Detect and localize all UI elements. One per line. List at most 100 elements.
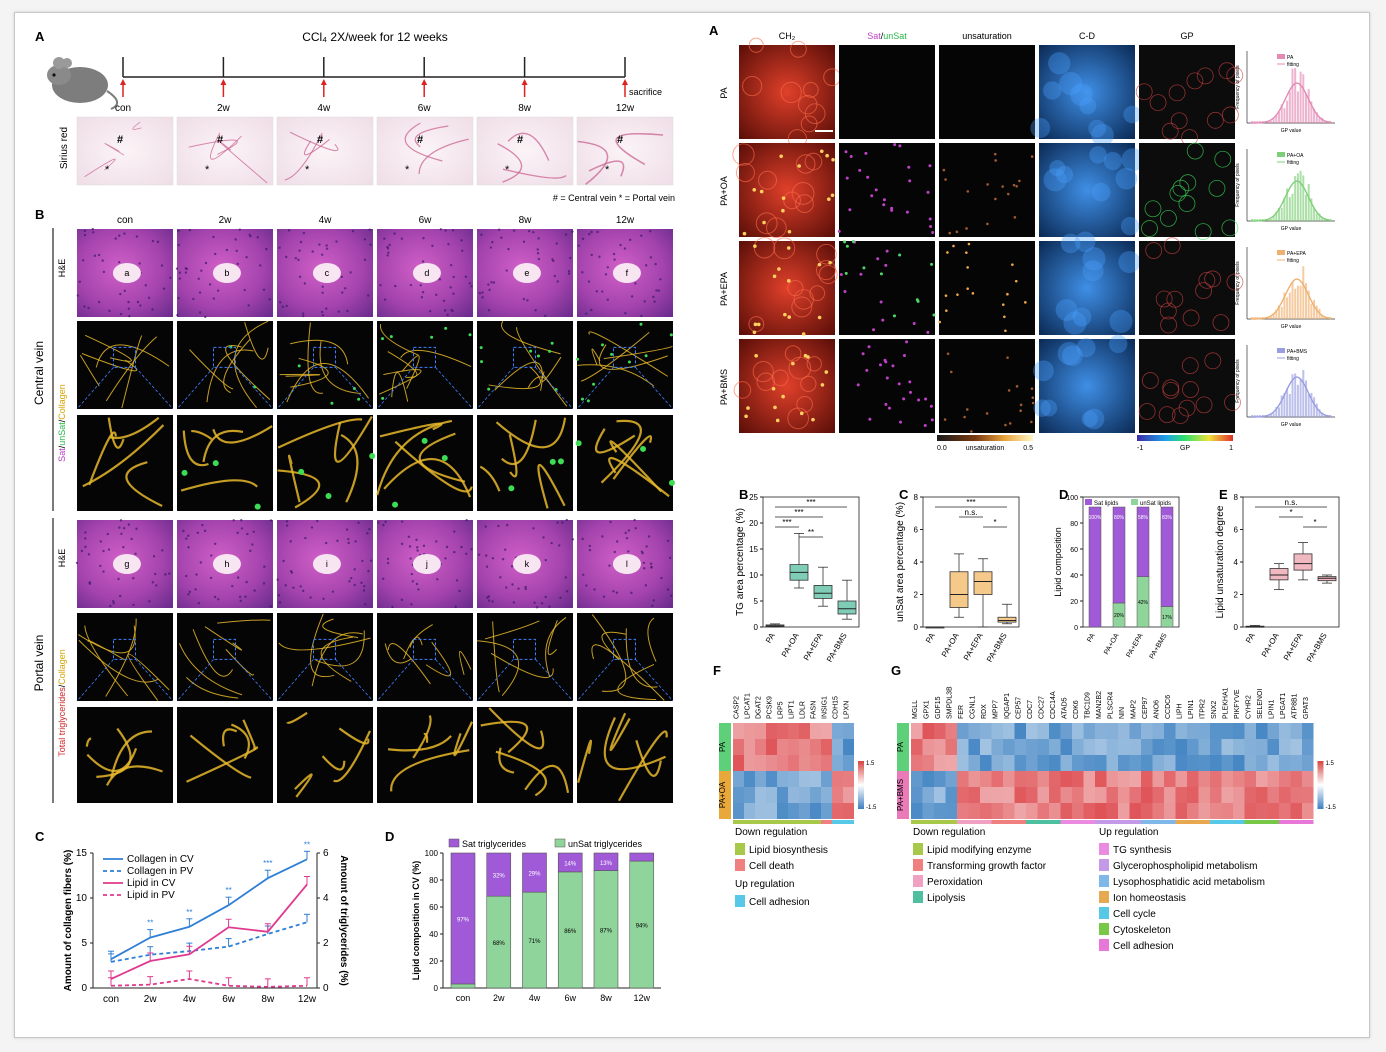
nucleus-dot	[452, 292, 455, 295]
nucleus-dot	[565, 518, 569, 522]
lipid-spot	[908, 390, 912, 394]
heat-cell	[1152, 771, 1164, 787]
heat-cell	[832, 803, 843, 819]
lipid-droplet	[799, 411, 804, 416]
hist-bar	[1288, 292, 1291, 319]
group-label: PA+BMS	[896, 779, 905, 811]
collagen-fiber	[501, 320, 561, 355]
heat-cell	[733, 755, 744, 771]
nucleus-dot	[134, 552, 137, 556]
y-tick-label: 5	[81, 938, 87, 949]
nucleus-dot	[387, 251, 390, 254]
cd-cell	[1121, 148, 1145, 172]
nucleus-dot	[643, 300, 646, 303]
collagen-fiber	[603, 717, 666, 771]
x-tick-label: PA+OA	[1103, 632, 1121, 656]
nucleus-dot	[504, 548, 507, 551]
scale-max: 1.5	[1326, 761, 1335, 767]
lipid-spot	[931, 231, 935, 235]
lipid-spot	[890, 206, 894, 210]
heat-cell	[799, 755, 810, 771]
nucleus-dot	[590, 308, 593, 312]
nucleus-dot	[595, 290, 598, 293]
nucleus-dot	[118, 594, 122, 598]
cell-outline	[795, 154, 816, 174]
heat-cell	[1221, 723, 1233, 739]
hist-bar	[1275, 406, 1278, 417]
panel-label: G	[891, 663, 901, 678]
unsat-droplet	[550, 341, 554, 345]
nucleus-dot	[321, 285, 324, 288]
collagen-fiber	[106, 765, 163, 786]
gp-cell	[1218, 62, 1236, 80]
hist-bar	[1283, 393, 1286, 417]
timepoint-label: 8w	[518, 103, 532, 114]
ch2-image	[739, 45, 835, 139]
nucleus-dot	[411, 580, 415, 583]
cd-image	[1039, 45, 1135, 139]
lipid-droplet	[781, 208, 785, 213]
collagen-septum	[132, 121, 142, 130]
nucleus-dot	[349, 271, 352, 274]
hist-bar	[1291, 68, 1294, 123]
lipid-droplet	[752, 188, 757, 192]
cd-cell	[1079, 97, 1097, 115]
unsaturation-spot	[1019, 409, 1022, 413]
legend-swatch	[913, 891, 923, 903]
legend-swatch-unsat	[554, 838, 566, 848]
heat-cell	[843, 787, 854, 803]
unsat-scale-min: 0.0	[937, 445, 947, 452]
nucleus-dot	[458, 589, 461, 593]
x-tick-label: 6w	[564, 993, 576, 1003]
box	[813, 585, 833, 599]
lipid-spot	[859, 272, 863, 276]
fluorescence-image	[377, 321, 473, 409]
y-axis-title: TG area percentage (%)	[735, 508, 746, 616]
y-tick-label: 40	[1070, 573, 1078, 580]
nucleus-dot	[422, 236, 425, 240]
hist-bar	[1310, 392, 1313, 417]
nucleus-dot	[225, 248, 229, 252]
timepoint-label: con	[115, 103, 131, 114]
y-tick-label: 60	[429, 903, 438, 912]
unsaturation-spot	[948, 231, 952, 235]
sat-bar	[450, 852, 476, 985]
nucleus-dot	[325, 307, 328, 310]
gene-label: CDK6	[1073, 700, 1080, 719]
hist-bar	[1253, 219, 1256, 221]
ch2-image	[739, 241, 835, 335]
nucleus-dot	[311, 250, 314, 253]
nucleus-dot	[325, 247, 329, 250]
gp-cell	[1214, 150, 1232, 168]
central-vein-marker: #	[117, 134, 123, 146]
unsat-bar	[629, 860, 655, 989]
heat-cell	[1095, 771, 1107, 787]
gp-colorbar	[1137, 435, 1233, 441]
heat-cell	[766, 771, 777, 787]
heat-cell	[957, 771, 969, 787]
nucleus-dot	[640, 314, 643, 318]
collagen-fiber	[178, 643, 243, 696]
hist-fit-curve	[1251, 180, 1332, 222]
nucleus-dot	[640, 234, 643, 237]
nucleus-dot	[117, 577, 120, 581]
nucleus-dot	[565, 590, 569, 593]
vein-lumen	[612, 263, 641, 283]
unsat-droplet	[479, 346, 483, 350]
lipid-spot	[874, 188, 878, 192]
hist-bar	[1313, 397, 1316, 417]
collagen-fiber	[545, 616, 567, 677]
legend-item: Cell adhesion	[1113, 941, 1174, 952]
hist-legend-label: PA+OA	[1287, 153, 1304, 159]
heat-cell	[922, 755, 934, 771]
sat-unsat-image	[839, 45, 935, 139]
heat-cell	[1210, 755, 1222, 771]
nucleus-dot	[217, 598, 220, 601]
heat-cell	[1290, 771, 1302, 787]
y-tick-label: 80	[1070, 521, 1078, 528]
nucleus-dot	[285, 524, 289, 527]
central-vein-label: Central vein	[32, 341, 46, 405]
nucleus-dot	[505, 586, 508, 589]
heat-cell	[1164, 723, 1176, 739]
lipid-droplet	[744, 414, 748, 419]
